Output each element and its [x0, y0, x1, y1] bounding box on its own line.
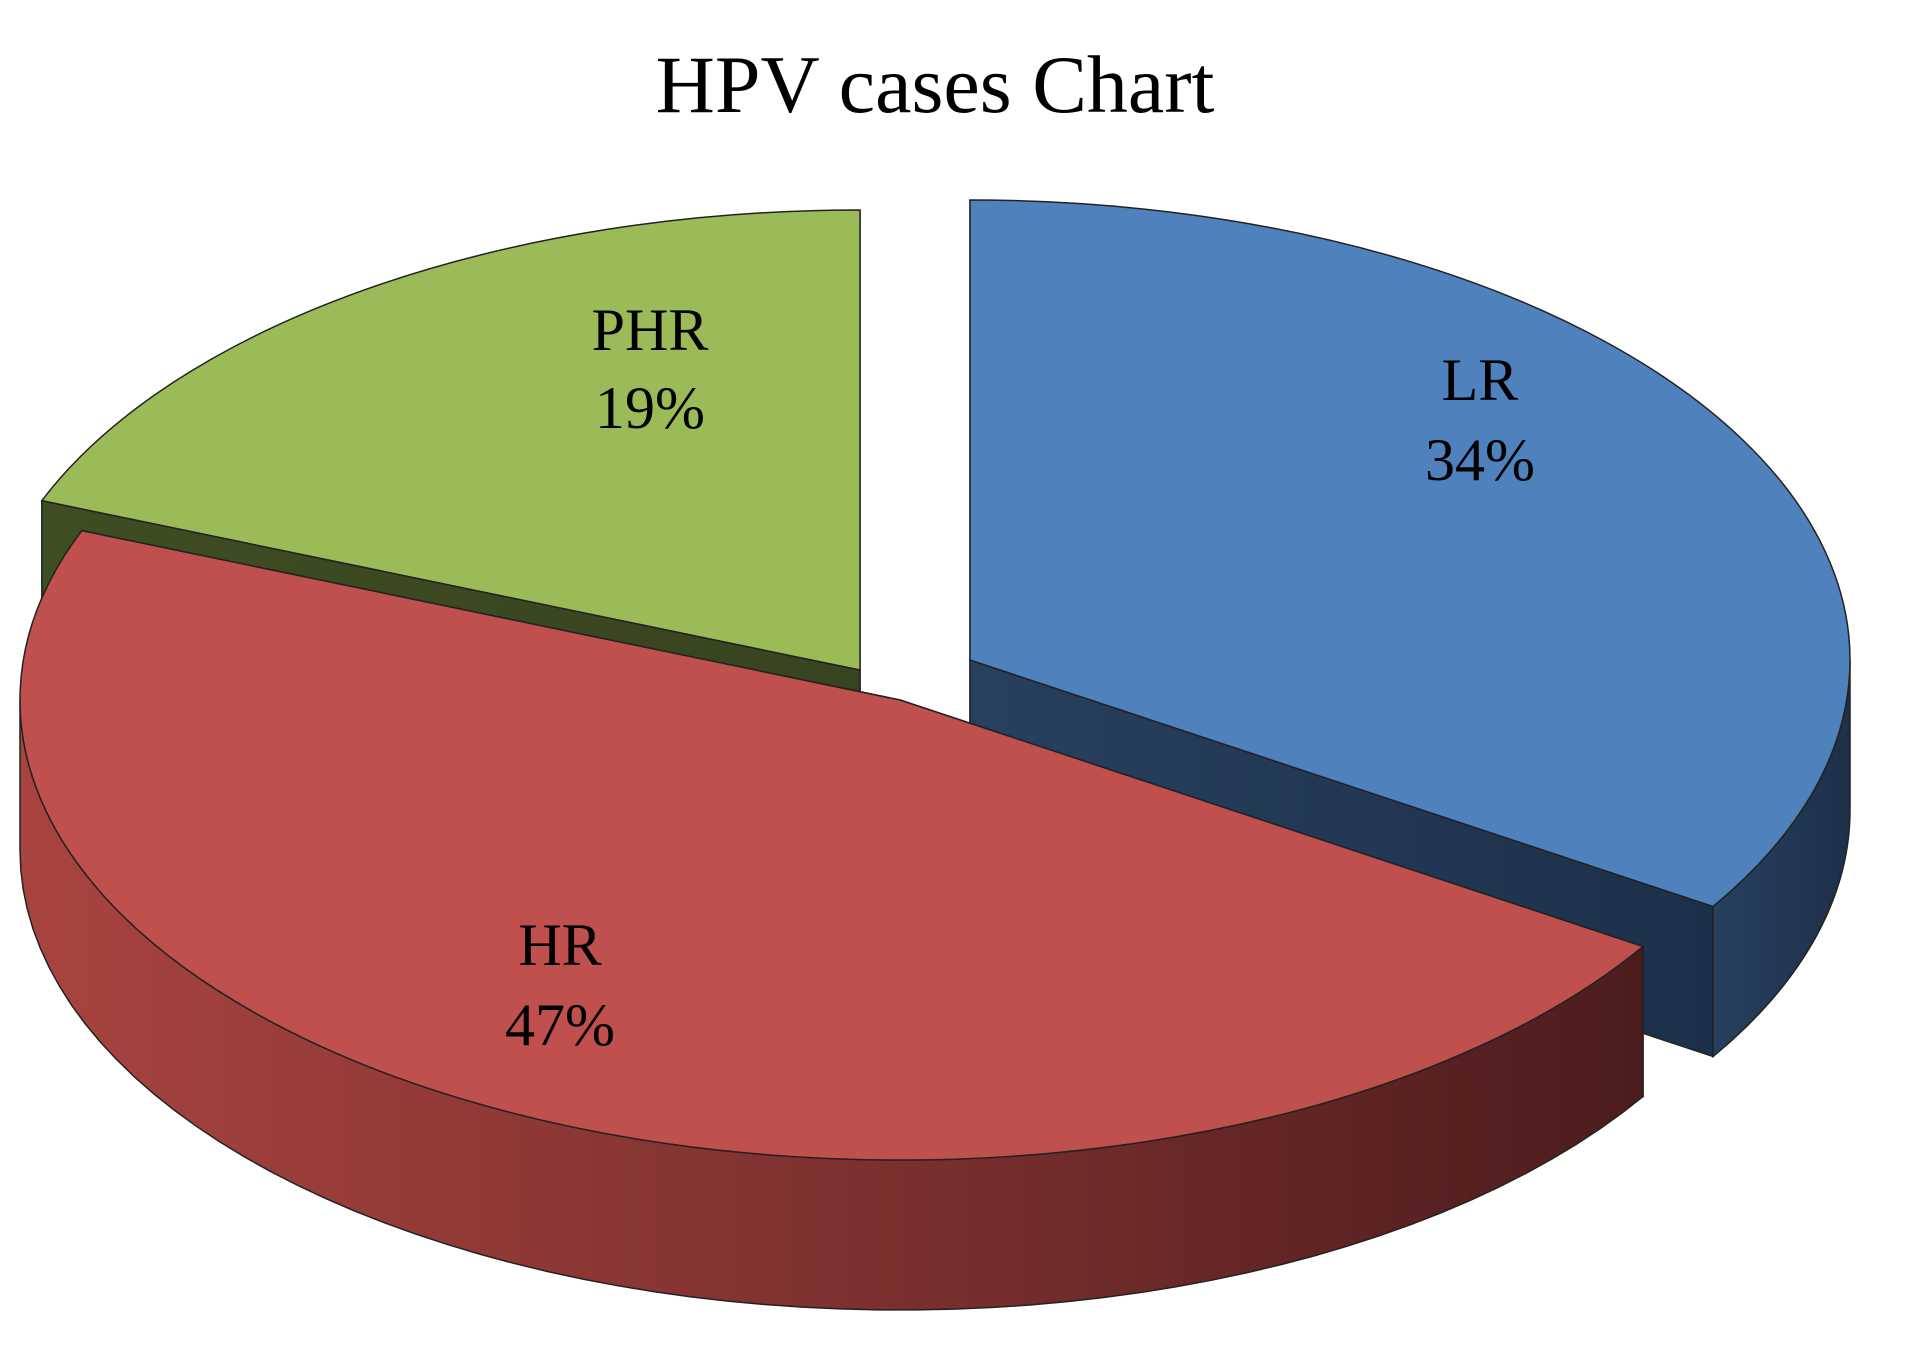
slice-top-phr	[40, 209, 861, 671]
slice-value-phr: 19%	[595, 375, 705, 441]
slice-top-hr	[19, 529, 1645, 1161]
slice-top-lr	[969, 199, 1851, 908]
pie-labels: LR 34% HR 47% PHR 19%	[505, 297, 1535, 1058]
slice-value-lr: 34%	[1425, 427, 1535, 493]
chart-title: HPV cases Chart	[656, 39, 1215, 130]
slice-value-hr: 47%	[505, 992, 615, 1058]
slice-hr	[19, 529, 1645, 1311]
slice-label-hr: HR	[518, 912, 601, 978]
pie-slices	[19, 199, 1851, 1311]
slice-label-phr: PHR	[592, 297, 709, 363]
slice-label-lr: LR	[1442, 347, 1519, 413]
